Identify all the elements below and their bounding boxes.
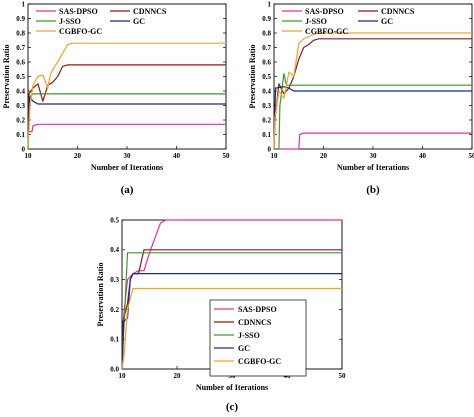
legend-label-sas-dpso: SAS-DPSO — [238, 305, 277, 314]
y-tick-label: 0.2 — [16, 116, 25, 124]
legend-label-cdnncs: CDNNCS — [133, 7, 167, 16]
y-tick-label: 0.9 — [16, 15, 25, 23]
chart-panel-a: 0 0.1 0.2 0.3 0.4 0.5 0.6 0.7 0.8 0.9 1 10 20 30 40 50 N… — [2, 0, 230, 196]
x-tick-label: 50 — [223, 152, 231, 160]
legend-label-j-sso: J-SSO — [59, 17, 81, 26]
y-tick-label: 0.1 — [110, 336, 119, 344]
x-tick-label: 10 — [271, 152, 279, 160]
y-tick-label: 0.4 — [262, 87, 271, 95]
y-tick-label: 0.7 — [16, 44, 25, 52]
legend: SAS-DPSO CDNNCS J-SSO GC CGBFO-GC — [209, 299, 307, 377]
legend-label-cgbfo-gc: CGBFO-GC — [305, 27, 348, 36]
legend-box — [209, 299, 307, 377]
x-tick-label: 10 — [25, 152, 33, 160]
legend-label-gc: GC — [238, 344, 250, 353]
x-axis-title: Number of Iterations — [91, 163, 163, 172]
legend-label-cgbfo-gc: CGBFO-GC — [238, 357, 281, 366]
panel-caption: (b) — [366, 184, 380, 196]
chart-panel-c: 0.00.10.20.30.40.51020304050Number of It… — [96, 216, 346, 413]
plot-area — [273, 3, 473, 150]
series-line-cgbfo-gc — [273, 32, 472, 150]
y-tick-label: 1 — [268, 0, 272, 8]
x-tick-label: 10 — [119, 372, 127, 380]
legend: SAS-DPSO CDNNCS J-SSO GC CGBFO-GC — [282, 7, 415, 36]
x-tick-label: 20 — [74, 152, 82, 160]
series-line-cdnncs — [273, 38, 472, 150]
y-tick-label: 0.0 — [110, 365, 119, 373]
legend-label-sas-dpso: SAS-DPSO — [59, 7, 98, 16]
y-axis-title: Preservation Ratio — [96, 262, 105, 326]
legend-label-gc: GC — [133, 17, 145, 26]
y-tick-label: 0.6 — [16, 58, 25, 66]
x-tick-label: 50 — [339, 372, 347, 380]
y-axis-title: Preservation Ratio — [248, 44, 257, 108]
y-tick-label: 0.7 — [262, 44, 271, 52]
x-tick-label: 30 — [370, 152, 378, 160]
panel-caption: (a) — [121, 184, 134, 196]
y-tick-label: 0.5 — [262, 73, 271, 81]
y-tick-label: 0.5 — [110, 216, 119, 224]
y-tick-label: 0.8 — [16, 29, 25, 37]
x-axis-title: Number of Iterations — [337, 163, 409, 172]
series-line-j-sso — [274, 73, 472, 150]
y-tick-label: 0.2 — [110, 306, 119, 314]
y-tick-label: 0.3 — [262, 102, 271, 110]
legend-label-cdnncs: CDNNCS — [238, 318, 272, 327]
x-tick-label: 20 — [320, 152, 328, 160]
y-tick-label: 0.5 — [16, 73, 25, 81]
x-tick-label: 40 — [419, 152, 427, 160]
y-tick-label: 0.9 — [262, 15, 271, 23]
series-line-gc — [121, 273, 342, 370]
legend-label-cdnncs: CDNNCS — [381, 7, 415, 16]
y-axis-title: Preservation Ratio — [2, 44, 11, 108]
series-line-cgbfo-gc — [121, 287, 342, 370]
chart-panel-b: 0 0.1 0.2 0.3 0.4 0.5 0.6 0.7 0.8 0.9 1 10 20 30 40 50 N… — [248, 0, 474, 196]
x-tick-label: 20 — [174, 372, 182, 380]
y-tick-label: 0.1 — [16, 131, 25, 139]
y-tick-label: 0.2 — [262, 116, 271, 124]
x-axis-title: Number of Iterations — [196, 383, 268, 392]
y-tick-label: 1 — [22, 0, 26, 8]
y-tick-label: 0.6 — [262, 58, 271, 66]
legend: SAS-DPSO CDNNCS J-SSO GC CGBFO-GC — [36, 7, 167, 36]
y-tick-label: 0.4 — [16, 87, 25, 95]
series-line-cgbfo-gc — [27, 42, 226, 150]
x-tick-label: 50 — [469, 152, 474, 160]
y-tick-label: 0.4 — [110, 246, 119, 254]
legend-label-gc: GC — [381, 17, 393, 26]
legend-label-cgbfo-gc: CGBFO-GC — [59, 27, 102, 36]
panel-caption: (c) — [226, 401, 239, 413]
y-tick-label: 0 — [268, 145, 272, 153]
y-tick-label: 0.8 — [262, 29, 271, 37]
x-tick-label: 30 — [124, 152, 132, 160]
y-tick-label: 0.3 — [110, 276, 119, 284]
legend-label-j-sso: J-SSO — [305, 17, 327, 26]
y-tick-label: 0 — [22, 145, 26, 153]
x-tick-label: 40 — [173, 152, 181, 160]
y-tick-label: 0.1 — [262, 131, 271, 139]
series-line-sas-dpso — [274, 132, 472, 150]
legend-label-sas-dpso: SAS-DPSO — [305, 7, 344, 16]
legend-label-j-sso: J-SSO — [238, 331, 260, 340]
y-tick-label: 0.3 — [16, 102, 25, 110]
